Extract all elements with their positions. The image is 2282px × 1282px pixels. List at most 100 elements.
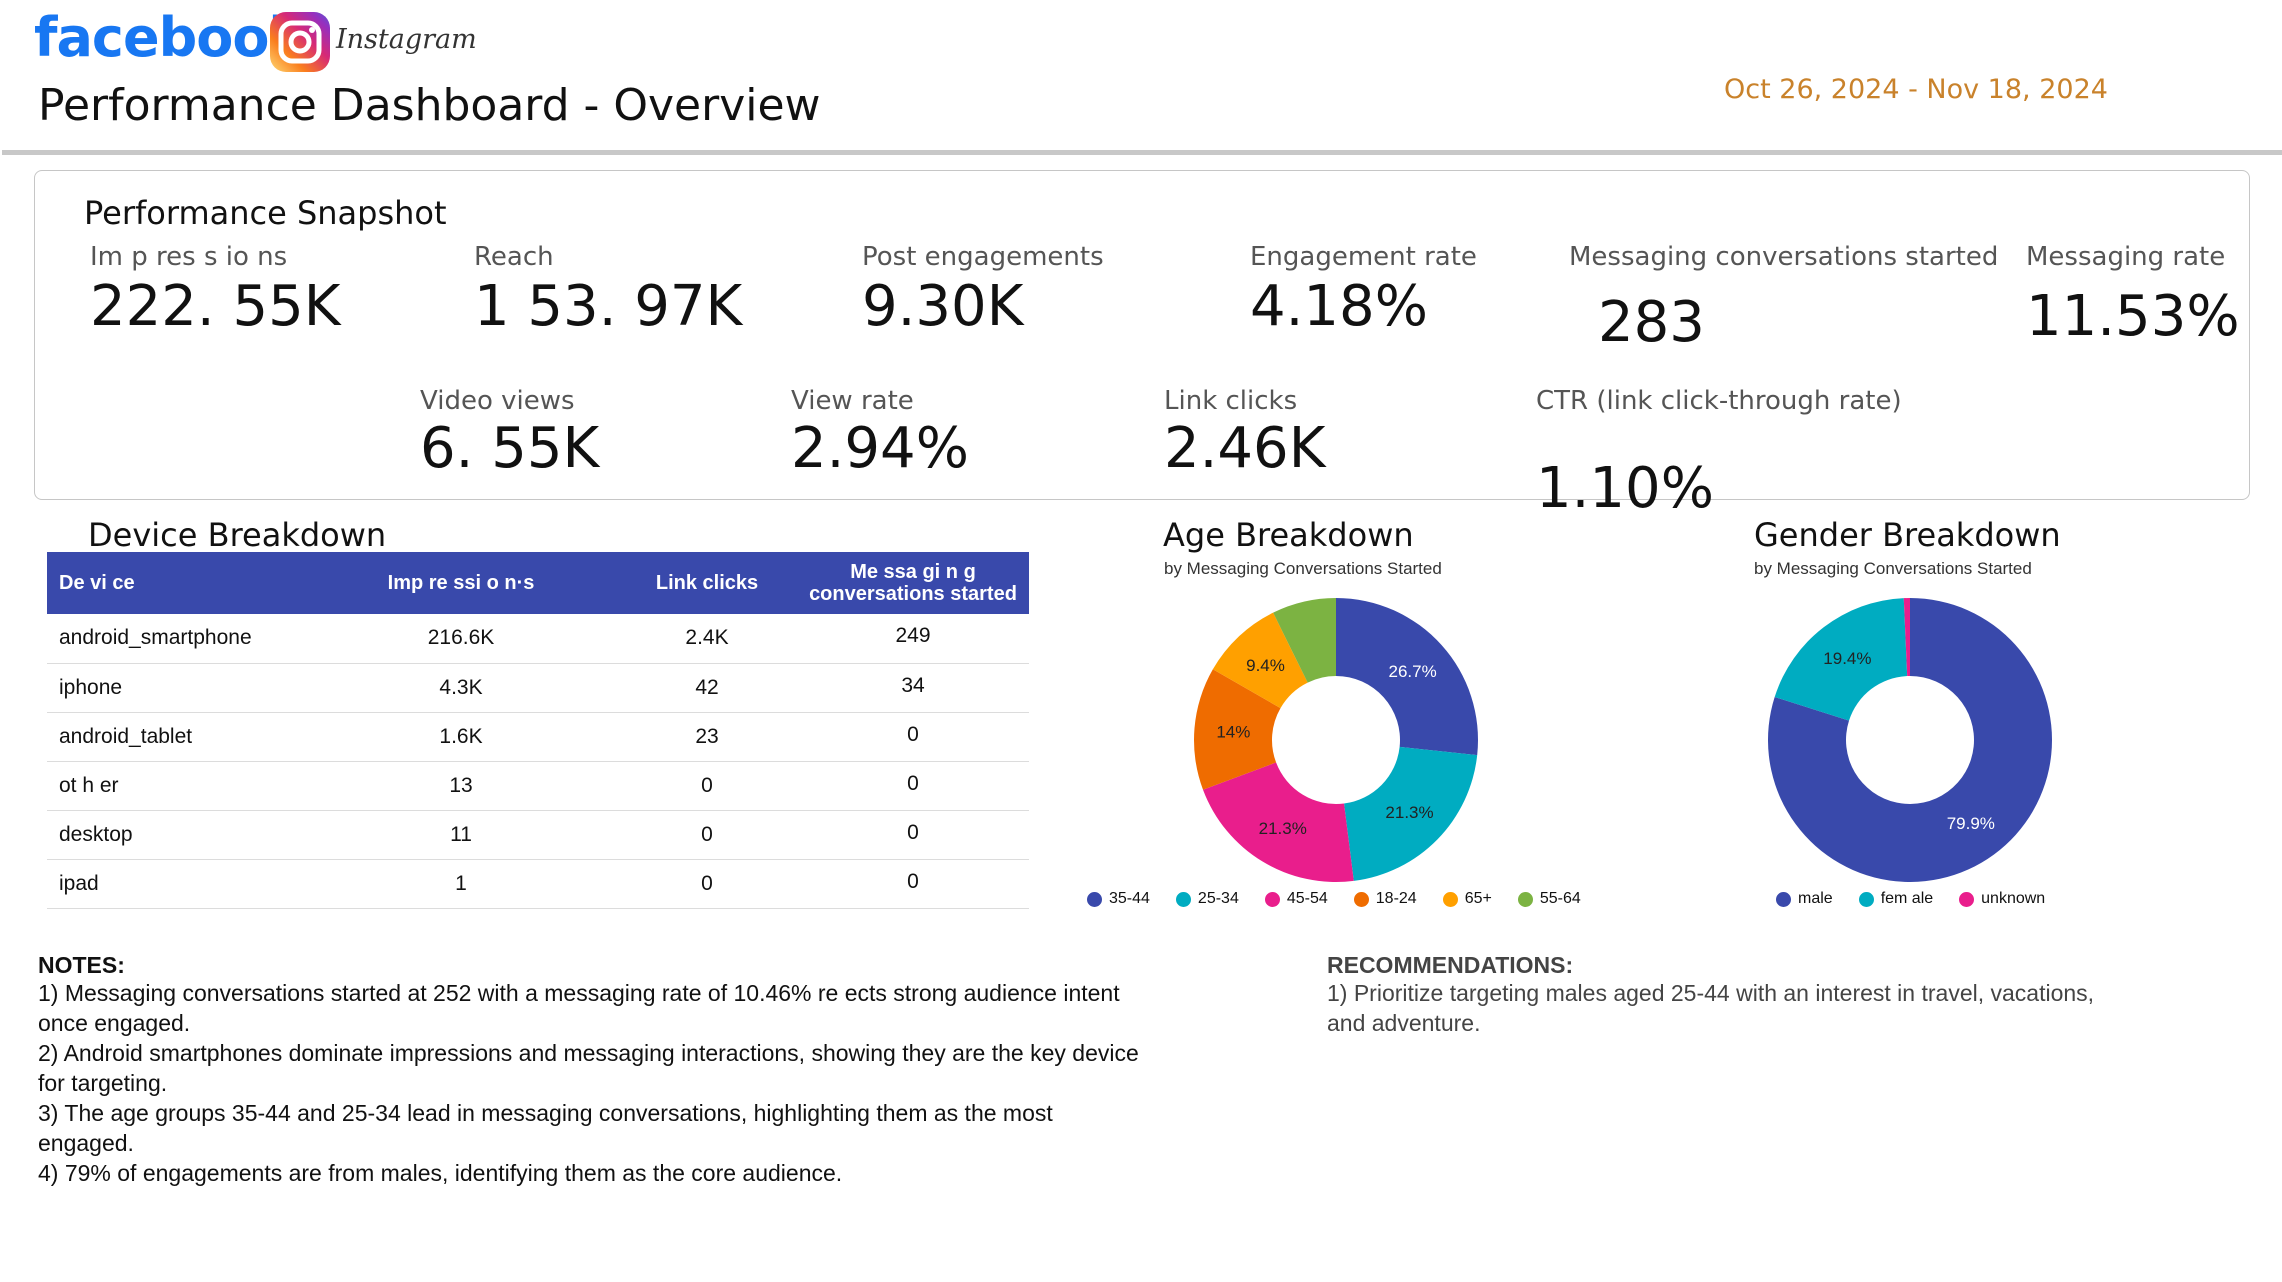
cell-messaging: 0 bbox=[797, 761, 1029, 811]
legend-swatch bbox=[1776, 891, 1791, 907]
kpi-engagement-rate-value: 4.18% bbox=[1250, 274, 1428, 339]
table-row: iphone 4.3K 42 34 bbox=[47, 663, 1029, 713]
cell-impressions: 1.6K bbox=[305, 712, 617, 762]
gender-slice-female[interactable] bbox=[1774, 598, 1908, 721]
page-title: Performance Dashboard - Overview bbox=[38, 80, 821, 131]
age-slice-55-64[interactable] bbox=[1273, 598, 1336, 683]
cell-device: ipad bbox=[47, 859, 305, 909]
kpi-messaging-rate-label: Messaging rate bbox=[2026, 242, 2226, 272]
age-slice-label: 21.3% bbox=[1259, 819, 1307, 838]
gender-slice-male[interactable] bbox=[1768, 598, 2052, 882]
age-slice-18-24[interactable] bbox=[1194, 669, 1281, 790]
legend-item[interactable]: 65+ bbox=[1442, 890, 1492, 908]
cell-messaging: 34 bbox=[797, 663, 1029, 713]
device-breakdown-table: De vi ce Imp re ssi o n·s Link clicks Me… bbox=[47, 552, 1029, 909]
table-header-row: De vi ce Imp re ssi o n·s Link clicks Me… bbox=[47, 552, 1029, 614]
gender-chart-title: Gender Breakdown bbox=[1754, 516, 2061, 554]
column-header-link-clicks[interactable]: Link clicks bbox=[617, 552, 797, 614]
age-chart-legend: 35-44 25-34 45-54 18-24 65+ 55-64 bbox=[1087, 890, 1607, 908]
kpi-view-rate-value: 2.94% bbox=[791, 416, 969, 481]
cell-messaging: 0 bbox=[797, 712, 1029, 762]
legend-item[interactable]: male bbox=[1776, 890, 1833, 908]
kpi-messaging-rate-value: 11.53% bbox=[2026, 284, 2240, 349]
column-header-messaging-conversations[interactable]: Me ssa gi n g conversations started bbox=[797, 552, 1029, 614]
kpi-link-clicks-value: 2.46K bbox=[1164, 416, 1326, 481]
instagram-wordmark: Instagram bbox=[336, 24, 477, 55]
notes-line: engaged. bbox=[38, 1130, 134, 1156]
age-slice-25-34[interactable] bbox=[1344, 746, 1478, 881]
kpi-post-engagements-value: 9.30K bbox=[862, 274, 1024, 339]
instagram-icon bbox=[268, 10, 332, 74]
age-slice-35-44[interactable] bbox=[1336, 598, 1478, 756]
gender-slice-unknown[interactable] bbox=[1903, 598, 1910, 677]
cell-link-clicks: 42 bbox=[617, 663, 797, 713]
notes-line: for targeting. bbox=[38, 1070, 168, 1096]
legend-item[interactable]: 45-54 bbox=[1264, 890, 1328, 908]
cell-messaging: 0 bbox=[797, 859, 1029, 909]
cell-impressions: 11 bbox=[305, 810, 617, 860]
facebook-logo: facebook bbox=[34, 6, 304, 69]
age-slice-label: 26.7% bbox=[1389, 662, 1437, 681]
date-range-selector[interactable]: Oct 26, 2024 - Nov 18, 2024 bbox=[1724, 74, 2108, 105]
legend-label: 18-24 bbox=[1375, 890, 1417, 907]
kpi-post-engagements-label: Post engagements bbox=[862, 242, 1104, 272]
kpi-video-views-label: Video views bbox=[420, 386, 575, 416]
performance-snapshot-card bbox=[34, 170, 2250, 500]
notes-body: 1) Messaging conversations started at 25… bbox=[38, 978, 1298, 1188]
cell-link-clicks: 0 bbox=[617, 761, 797, 811]
cell-link-clicks: 2.4K bbox=[617, 614, 797, 664]
cell-device: ot h er bbox=[47, 761, 305, 811]
legend-label: 25-34 bbox=[1197, 890, 1239, 907]
age-slice-label: 21.3% bbox=[1385, 803, 1433, 822]
notes-line: 4) 79% of engagements are from males, id… bbox=[38, 1160, 843, 1186]
gender-chart-subtitle: by Messaging Conversations Started bbox=[1754, 559, 2032, 578]
legend-label: 45-54 bbox=[1286, 890, 1328, 907]
legend-label: male bbox=[1798, 890, 1833, 907]
legend-swatch bbox=[1087, 891, 1102, 907]
table-row: desktop 11 0 0 bbox=[47, 810, 1029, 860]
cell-link-clicks: 0 bbox=[617, 810, 797, 860]
gender-slice-label: 19.4% bbox=[1823, 649, 1871, 668]
recommendations-body: 1) Prioritize targeting males aged 25-44… bbox=[1327, 978, 2227, 1038]
cell-impressions: 1 bbox=[305, 859, 617, 909]
recommendations-line: and adventure. bbox=[1327, 1010, 1481, 1036]
cell-impressions: 13 bbox=[305, 761, 617, 811]
age-donut-chart: 26.7% 21.3% 21.3% 14% 9.4% bbox=[1194, 598, 1478, 882]
legend-item[interactable]: 25-34 bbox=[1175, 890, 1239, 908]
recommendations-line: 1) Prioritize targeting males aged 25-44… bbox=[1327, 980, 2095, 1006]
gender-chart-legend: male fem ale unknown bbox=[1776, 890, 2071, 908]
table-row: ipad 1 0 0 bbox=[47, 859, 1029, 909]
cell-device: desktop bbox=[47, 810, 305, 860]
column-header-impressions[interactable]: Imp re ssi o n·s bbox=[305, 552, 617, 614]
notes-line: 3) The age groups 35-44 and 25-34 lead i… bbox=[38, 1100, 1053, 1126]
legend-swatch bbox=[1175, 891, 1191, 907]
legend-item[interactable]: 35-44 bbox=[1087, 890, 1150, 908]
cell-device: android_smartphone bbox=[47, 614, 305, 664]
cell-messaging: 0 bbox=[797, 810, 1029, 860]
header-divider bbox=[2, 150, 2282, 155]
kpi-impressions-value: 222. 55K bbox=[90, 274, 341, 339]
kpi-impressions-label: Im p res s io ns bbox=[90, 242, 288, 272]
cell-impressions: 4.3K bbox=[305, 663, 617, 713]
legend-swatch bbox=[1353, 891, 1369, 907]
notes-line: 1) Messaging conversations started at 25… bbox=[38, 980, 1120, 1006]
kpi-ctr-label: CTR (link click-through rate) bbox=[1536, 386, 1902, 416]
column-header-device[interactable]: De vi ce bbox=[47, 552, 305, 614]
legend-label: 55-64 bbox=[1539, 890, 1581, 907]
legend-item[interactable]: unknown bbox=[1959, 890, 2045, 908]
kpi-reach-value: 1 53. 97K bbox=[474, 274, 743, 339]
snapshot-title: Performance Snapshot bbox=[84, 194, 447, 232]
age-slice-45-54[interactable] bbox=[1203, 762, 1354, 882]
legend-item[interactable]: 55-64 bbox=[1517, 890, 1581, 908]
legend-item[interactable]: fem ale bbox=[1858, 890, 1933, 908]
kpi-messaging-conversations-label: Messaging conversations started bbox=[1569, 242, 1999, 272]
age-slice-65+[interactable] bbox=[1212, 612, 1308, 709]
kpi-reach-label: Reach bbox=[474, 242, 554, 272]
cell-link-clicks: 23 bbox=[617, 712, 797, 762]
cell-device: android_tablet bbox=[47, 712, 305, 762]
legend-swatch bbox=[1264, 891, 1280, 907]
legend-item[interactable]: 18-24 bbox=[1353, 890, 1417, 908]
cell-link-clicks: 0 bbox=[617, 859, 797, 909]
kpi-link-clicks-label: Link clicks bbox=[1164, 386, 1298, 416]
cell-impressions: 216.6K bbox=[305, 614, 617, 664]
